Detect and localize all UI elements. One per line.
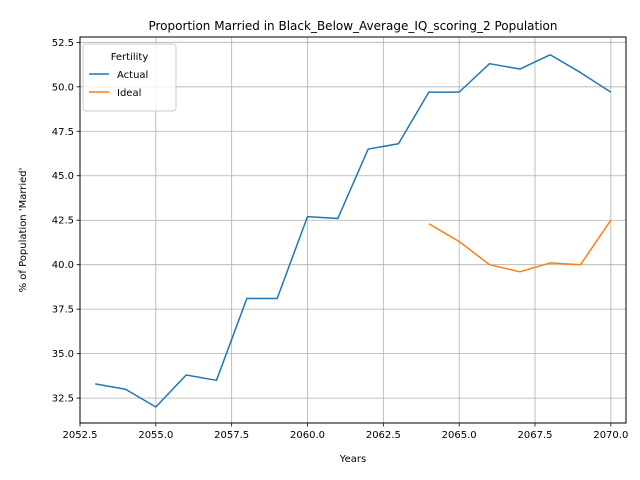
legend-label: Ideal [117,88,141,99]
x-tick-label: 2052.5 [63,430,98,441]
x-tick-label: 2057.5 [214,430,249,441]
legend-box [82,43,177,112]
x-axis-ticks: 2052.5 2055.0 2057.5 2060.0 2062.5 2065.0 2067… [63,423,628,441]
y-axis-ticks: 32.5 35.0 37.5 40.0 42.5 45.0 47.5 50.0 52.5 [52,38,80,405]
y-tick-label: 50.0 [52,82,74,93]
x-tick-label: 2055.0 [138,430,173,441]
y-tick-label: 45.0 [52,171,74,182]
y-tick-label: 35.0 [52,349,74,360]
plot-frame [79,36,627,424]
grid-lines [79,37,626,423]
y-tick-label: 37.5 [52,305,74,316]
y-tick-label: 40.0 [52,260,74,271]
legend-label: Actual [117,70,148,81]
legend-title: Fertility [111,52,149,63]
legend-items: Actual Ideal [89,70,148,99]
chart-title: Proportion Married in Black_Below_Averag… [148,19,557,33]
legend: Fertility Actual Ideal [82,43,177,112]
series-lines [95,54,612,408]
y-tick-label: 42.5 [52,216,74,227]
series-line-ideal [428,219,612,273]
x-tick-label: 2067.5 [518,430,553,441]
x-tick-label: 2065.0 [442,430,477,441]
series-line-actual [95,54,612,408]
x-tick-label: 2062.5 [366,430,401,441]
y-tick-label: 52.5 [52,38,74,49]
x-tick-label: 2070.0 [593,430,628,441]
y-tick-label: 47.5 [52,127,74,138]
x-axis-label: Years [339,454,366,465]
y-tick-label: 32.5 [52,394,74,405]
y-axis-label: % of Population 'Married' [18,168,29,293]
x-tick-label: 2060.0 [290,430,325,441]
